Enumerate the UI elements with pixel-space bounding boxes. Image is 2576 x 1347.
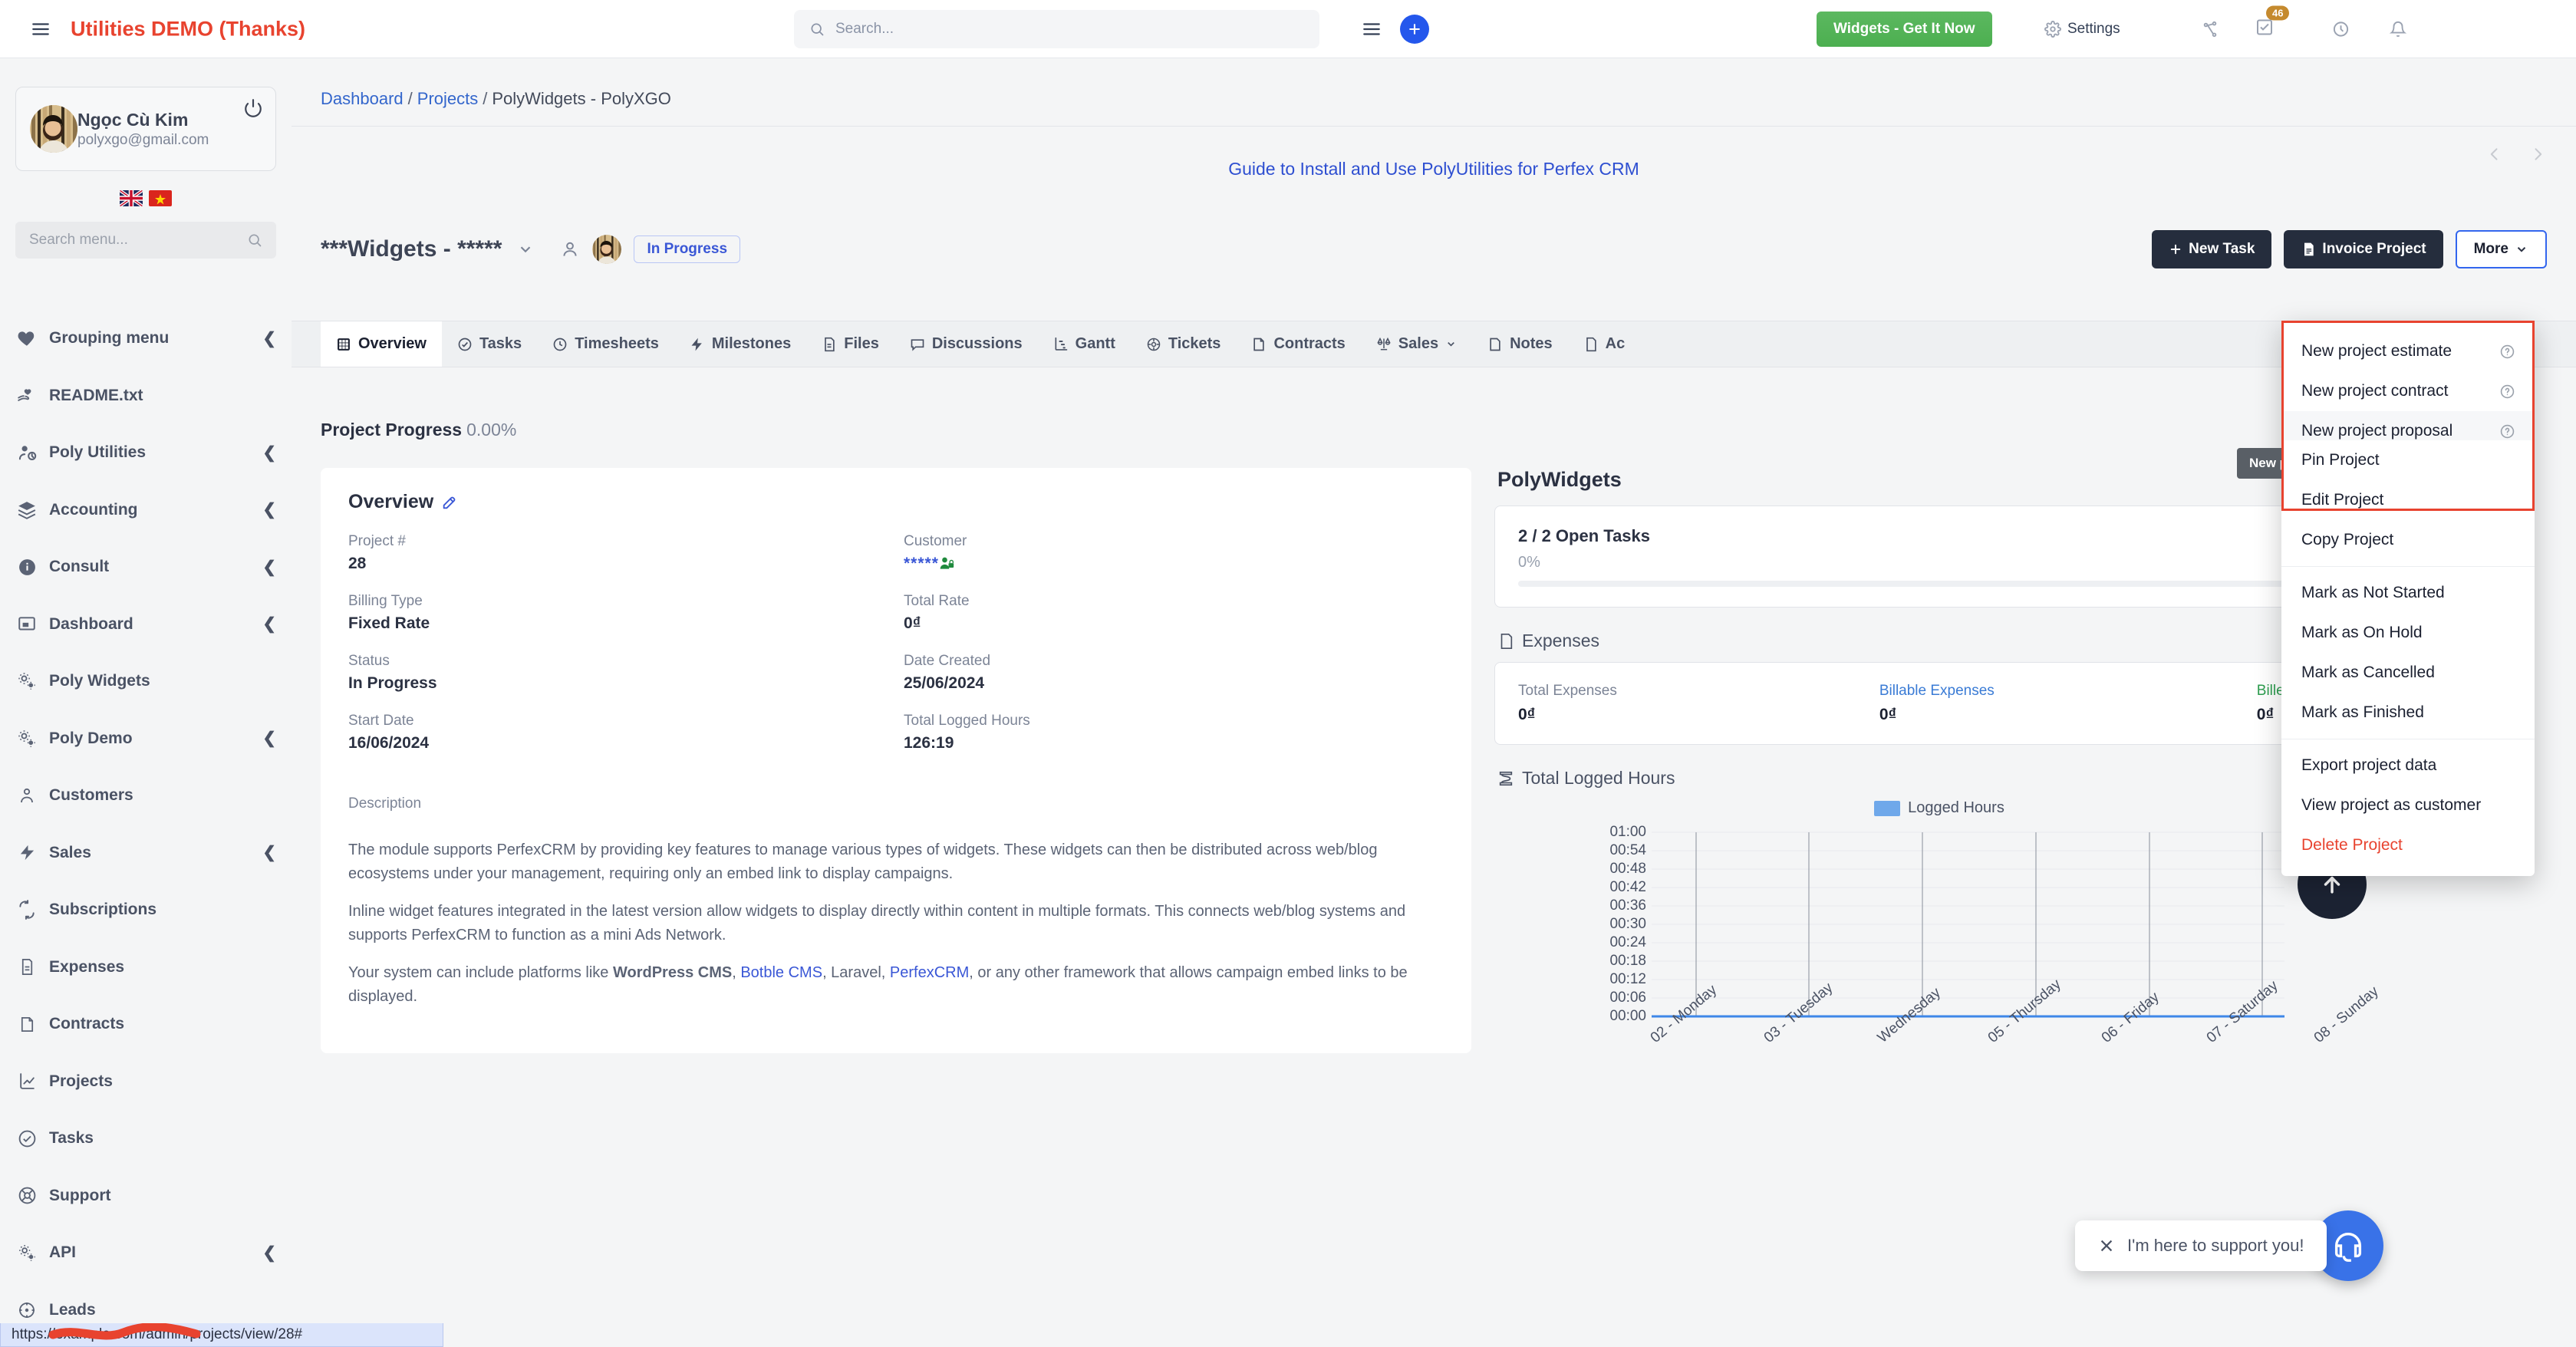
svg-text:08 - Sunday: 08 - Sunday [2311,983,2382,1046]
svg-text:00:42: 00:42 [1609,879,1646,895]
svg-text:00:12: 00:12 [1609,971,1646,987]
svg-text:02 - Monday: 02 - Monday [1648,982,1721,1046]
svg-text:00:30: 00:30 [1609,916,1646,932]
svg-text:01:00: 01:00 [1609,824,1646,840]
svg-text:00:24: 00:24 [1609,934,1646,950]
svg-text:00:36: 00:36 [1609,897,1646,914]
svg-text:07 - Saturday: 07 - Saturday [2204,977,2281,1046]
svg-text:00:06: 00:06 [1609,990,1646,1006]
svg-text:Wednesday: Wednesday [1875,984,1944,1046]
svg-text:00:48: 00:48 [1609,861,1646,877]
svg-text:05 - Thursday: 05 - Thursday [1985,976,2064,1046]
svg-text:03 - Tuesday: 03 - Tuesday [1761,980,1836,1046]
svg-text:00:00: 00:00 [1609,1008,1646,1024]
svg-text:00:18: 00:18 [1609,953,1646,969]
svg-text:00:54: 00:54 [1609,842,1646,858]
